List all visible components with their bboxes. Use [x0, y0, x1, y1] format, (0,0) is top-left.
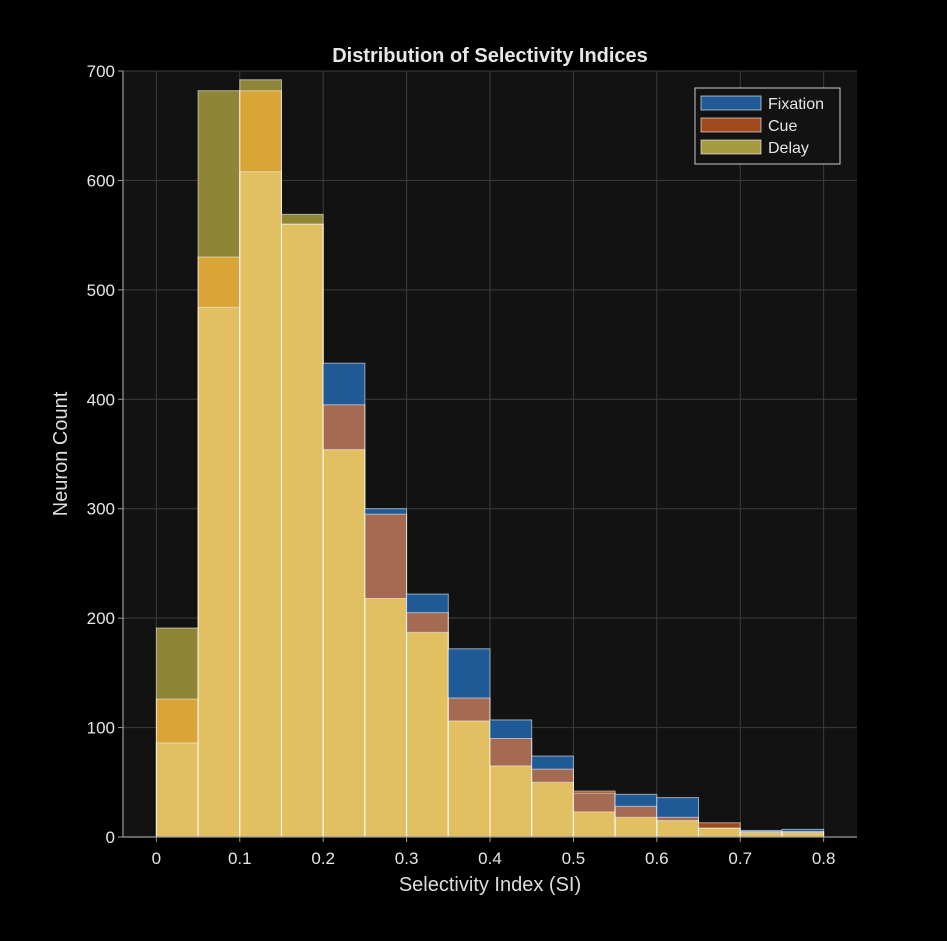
- x-tick-label: 0.2: [311, 849, 335, 868]
- histogram-bar-segment: [490, 738, 532, 766]
- legend-swatch-cue: [700, 117, 762, 133]
- histogram-bar-segment: [615, 806, 657, 818]
- y-tick-label: 600: [87, 171, 115, 190]
- legend-label-delay: Delay: [768, 140, 809, 157]
- histogram-bar-segment: [281, 224, 324, 837]
- legend-swatch-fixation: [700, 95, 762, 111]
- histogram-bar-segment: [198, 90, 240, 258]
- histogram-bar-segment: [406, 612, 449, 633]
- x-tick-label: 0.6: [645, 849, 669, 868]
- y-ticks: 0 100 200 300 400 500 600 700: [87, 62, 123, 847]
- histogram-bar-segment: [323, 404, 365, 450]
- histogram-bar-segment: [239, 171, 282, 837]
- histogram-bars: [155, 79, 825, 838]
- histogram-bar-segment: [490, 765, 532, 837]
- x-tick-label: 0: [152, 849, 161, 868]
- histogram-bar-segment: [198, 307, 240, 837]
- histogram-bar-segment: [740, 830, 782, 832]
- histogram-bar-segment: [323, 449, 365, 837]
- histogram-bar-segment: [656, 820, 699, 837]
- histogram-bar-segment: [531, 782, 574, 837]
- histogram-bar-segment: [364, 508, 407, 515]
- histogram-bar-segment: [573, 793, 616, 812]
- histogram-bar-segment: [781, 832, 824, 837]
- legend: Fixation Cue Delay: [694, 87, 841, 165]
- histogram-bar-segment: [239, 79, 282, 91]
- y-tick-label: 700: [87, 62, 115, 81]
- y-tick-label: 100: [87, 719, 115, 738]
- histogram-bar-segment: [656, 797, 699, 818]
- histogram-bar-segment: [448, 698, 490, 722]
- x-tick-label: 0.8: [812, 849, 836, 868]
- x-tick-label: 0.5: [562, 849, 586, 868]
- histogram-bar-segment: [781, 831, 824, 833]
- legend-label-fixation: Fixation: [768, 96, 824, 113]
- histogram-bar-segment: [448, 648, 490, 699]
- y-axis-label: Neuron Count: [50, 391, 72, 516]
- histogram-bar-segment: [531, 756, 574, 770]
- histogram-bar-segment: [364, 514, 407, 599]
- histogram-bar-segment: [531, 769, 574, 783]
- grid-lines: [123, 70, 857, 838]
- y-tick-label: 0: [106, 828, 115, 847]
- y-tick-label: 200: [87, 609, 115, 628]
- histogram-bar-segment: [698, 828, 741, 837]
- histogram-bar-segment: [156, 627, 199, 700]
- histogram-bar-segment: [573, 811, 616, 837]
- histogram-bar-segment: [281, 214, 324, 225]
- histogram-bar-segment: [198, 257, 240, 308]
- x-tick-label: 0.7: [728, 849, 752, 868]
- histogram-bar-segment: [698, 822, 741, 829]
- legend-label-cue: Cue: [768, 118, 797, 135]
- histogram-bar-segment: [406, 632, 449, 837]
- x-axis-label: Selectivity Index (SI): [399, 874, 581, 896]
- x-tick-label: 0.3: [395, 849, 419, 868]
- x-tick-label: 0.1: [228, 849, 252, 868]
- histogram-bar-segment: [239, 90, 282, 172]
- x-ticks: 0 0.1 0.2 0.3 0.4 0.5 0.6 0.7 0.8: [152, 837, 836, 868]
- histogram-bar-segment: [656, 817, 699, 821]
- histogram-bar-segment: [323, 363, 365, 405]
- histogram-bar-segment: [490, 719, 532, 739]
- y-tick-label: 300: [87, 500, 115, 519]
- histogram-bar-segment: [781, 829, 824, 832]
- histogram-bar-segment: [615, 794, 657, 807]
- histogram-bar-segment: [740, 831, 782, 833]
- y-tick-label: 500: [87, 281, 115, 300]
- histogram-bar-segment: [615, 817, 657, 837]
- histogram-bar-segment: [156, 699, 199, 743]
- histogram-bar-segment: [573, 791, 616, 794]
- histogram-bar-segment: [364, 598, 407, 837]
- histogram-bar-segment: [448, 721, 490, 837]
- histogram-bar-segment: [406, 594, 449, 613]
- chart-title: Distribution of Selectivity Indices: [332, 45, 648, 67]
- histogram-bar-segment: [156, 742, 199, 837]
- legend-swatch-delay: [700, 139, 762, 155]
- x-tick-label: 0.4: [478, 849, 502, 868]
- histogram-bar-segment: [740, 832, 782, 837]
- y-tick-label: 400: [87, 390, 115, 409]
